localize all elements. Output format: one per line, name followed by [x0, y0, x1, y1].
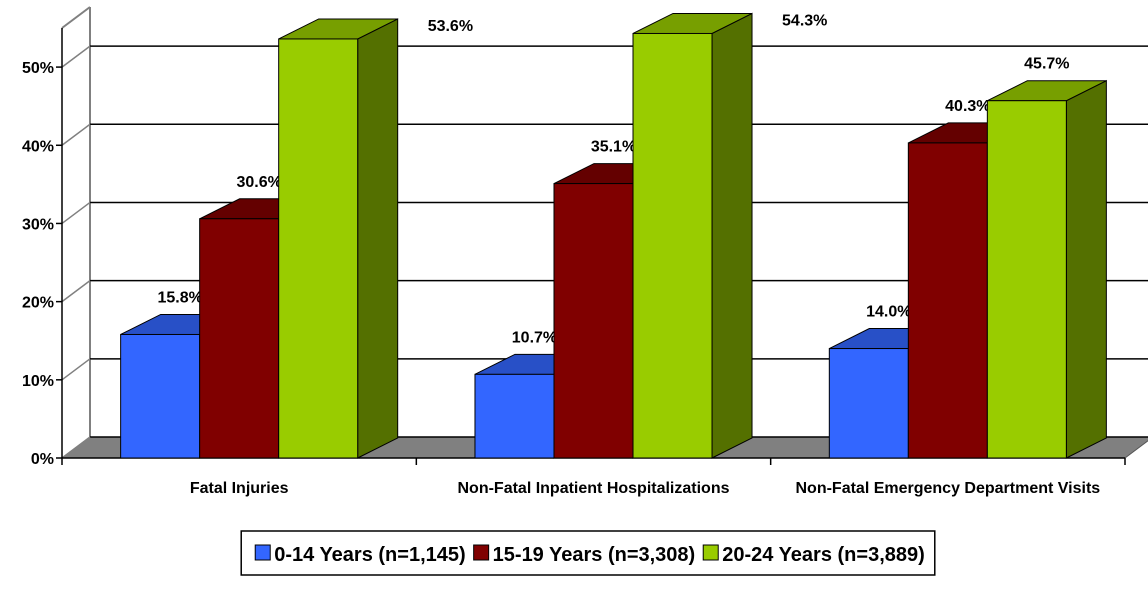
bar-side [1065, 79, 1107, 459]
value-label: 15.8% [157, 289, 202, 306]
bar-side [711, 12, 753, 459]
bar [278, 18, 399, 459]
value-label: 54.3% [782, 12, 827, 29]
bar-front [120, 333, 201, 459]
legend-swatch [254, 544, 271, 561]
legend-swatch [702, 544, 719, 561]
y-tick-label: 0% [31, 451, 54, 468]
x-tick-label: Non-Fatal Emergency Department Visits [795, 480, 1100, 497]
y-tick-label: 50% [22, 60, 54, 77]
x-tick-label: Non-Fatal Inpatient Hospitalizations [457, 480, 729, 497]
value-label: 14.0% [866, 304, 911, 321]
value-label: 30.6% [236, 174, 281, 191]
legend-swatch [473, 544, 490, 561]
bar-front [474, 373, 555, 459]
bar-front [553, 183, 634, 459]
x-tick-label: Fatal Injuries [190, 480, 289, 497]
bar-side [357, 18, 399, 459]
bar-front [199, 218, 280, 459]
side-grid-line [61, 123, 91, 146]
bar-front [632, 32, 713, 459]
legend-label: 20-24 Years (n=3,889) [722, 544, 925, 566]
side-grid-line [61, 358, 91, 381]
side-grid-line [61, 280, 91, 303]
legend-label: 15-19 Years (n=3,308) [493, 544, 696, 566]
side-grid-line [61, 201, 91, 225]
bar-front [907, 142, 988, 459]
value-label: 10.7% [512, 329, 557, 346]
legend-box [240, 530, 936, 576]
bar-front [986, 100, 1067, 459]
y-tick-label: 40% [22, 138, 54, 155]
y-tick-label: 10% [22, 373, 54, 390]
value-label: 35.1% [591, 139, 636, 156]
y-tick-label: 20% [22, 295, 54, 312]
value-label: 40.3% [945, 98, 990, 115]
side-grid-line [61, 45, 91, 68]
bar [632, 12, 753, 459]
side-wall-edge [61, 6, 91, 29]
value-label: 45.7% [1024, 56, 1069, 73]
side-grid-line [61, 436, 91, 459]
legend-label: 0-14 Years (n=1,145) [274, 544, 465, 566]
bar [986, 79, 1107, 459]
value-label: 53.6% [428, 18, 473, 35]
bar-front [828, 348, 909, 459]
y-tick-label: 30% [22, 216, 54, 233]
legend: 0-14 Years (n=1,145) 15-19 Years (n=3,308… [240, 530, 936, 576]
bar-front [278, 38, 359, 459]
